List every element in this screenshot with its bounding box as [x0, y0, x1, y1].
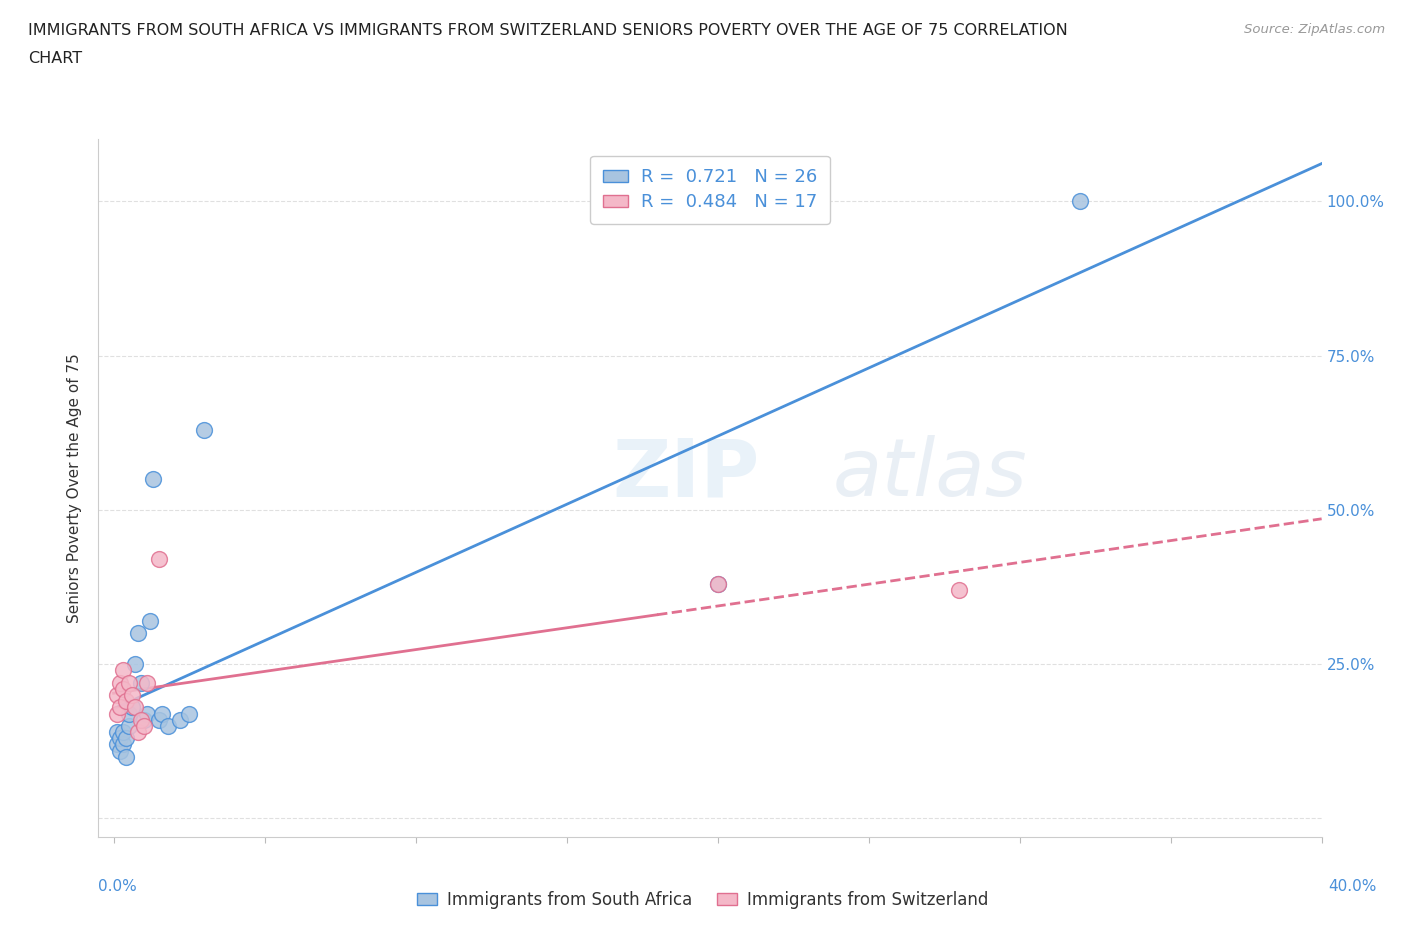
Point	[105, 737, 128, 751]
Point	[108, 700, 131, 715]
Point	[121, 700, 143, 715]
Point	[105, 706, 128, 721]
Point	[150, 706, 173, 721]
Point	[108, 743, 131, 758]
Point	[148, 551, 170, 566]
Legend: R =  0.721   N = 26, R =  0.484   N = 17: R = 0.721 N = 26, R = 0.484 N = 17	[591, 155, 830, 224]
Point	[132, 719, 155, 734]
Point	[108, 731, 131, 746]
Point	[105, 687, 128, 702]
Point	[114, 731, 136, 746]
Point	[132, 712, 155, 727]
Point	[706, 577, 728, 591]
Point	[111, 737, 134, 751]
Point	[114, 750, 136, 764]
Text: IMMIGRANTS FROM SOUTH AFRICA VS IMMIGRANTS FROM SWITZERLAND SENIORS POVERTY OVER: IMMIGRANTS FROM SOUTH AFRICA VS IMMIGRAN…	[28, 23, 1069, 38]
Point	[706, 577, 728, 591]
Point	[169, 712, 191, 727]
Point	[948, 583, 970, 598]
Point	[177, 706, 200, 721]
Point	[111, 724, 134, 739]
Point	[111, 663, 134, 678]
Point	[129, 712, 152, 727]
Point	[124, 657, 146, 671]
Point	[148, 712, 170, 727]
Point	[117, 719, 139, 734]
Point	[127, 626, 149, 641]
Point	[114, 694, 136, 709]
Text: Source: ZipAtlas.com: Source: ZipAtlas.com	[1244, 23, 1385, 36]
Text: 40.0%: 40.0%	[1327, 879, 1376, 894]
Point	[111, 682, 134, 697]
Point	[117, 675, 139, 690]
Point	[135, 675, 157, 690]
Point	[156, 719, 179, 734]
Text: atlas: atlas	[832, 435, 1028, 513]
Point	[135, 706, 157, 721]
Point	[127, 724, 149, 739]
Text: 0.0%: 0.0%	[98, 879, 138, 894]
Y-axis label: Seniors Poverty Over the Age of 75: Seniors Poverty Over the Age of 75	[67, 353, 83, 623]
Point	[121, 687, 143, 702]
Point	[129, 675, 152, 690]
Point	[105, 724, 128, 739]
Point	[139, 614, 162, 629]
Point	[108, 675, 131, 690]
Point	[193, 422, 215, 437]
Point	[117, 706, 139, 721]
Point	[1069, 193, 1091, 208]
Point	[142, 472, 165, 486]
Text: CHART: CHART	[28, 51, 82, 66]
Text: ZIP: ZIP	[612, 435, 759, 513]
Legend: Immigrants from South Africa, Immigrants from Switzerland: Immigrants from South Africa, Immigrants…	[409, 883, 997, 917]
Point	[124, 700, 146, 715]
